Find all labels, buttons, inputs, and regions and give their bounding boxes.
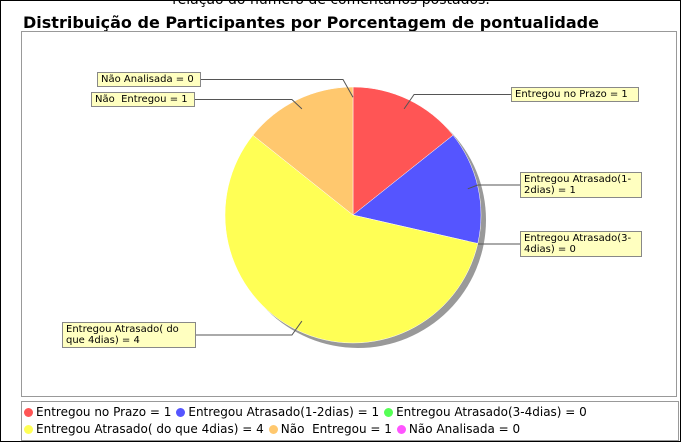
legend-item: Entregou no Prazo = 1	[24, 404, 171, 421]
slice-label: Entregou Atrasado(1-2dias) = 1	[520, 172, 642, 198]
label-link	[201, 79, 354, 98]
legend-label: Não Analisada = 0	[408, 422, 521, 436]
legend-label: Não Entregou = 1	[280, 422, 392, 436]
legend-swatch	[384, 408, 394, 417]
legend-swatch	[396, 425, 406, 434]
legend-item: Não Entregou = 1	[268, 421, 392, 438]
legend: Entregou no Prazo = 1 Entregou Atrasado(1…	[21, 401, 679, 441]
legend-item: Não Analisada = 0	[396, 421, 521, 438]
label-link	[195, 99, 303, 110]
legend-label: Entregou Atrasado(3-4dias) = 0	[396, 405, 587, 419]
legend-label: Entregou Atrasado(1-2dias) = 1	[188, 405, 380, 419]
legend-item: Entregou Atrasado( do que 4dias) = 4	[24, 421, 264, 438]
legend-swatch	[268, 425, 278, 434]
legend-swatch	[176, 408, 186, 417]
label-link	[467, 184, 520, 190]
label-link	[196, 320, 303, 336]
legend-label: Entregou Atrasado( do que 4dias) = 4	[36, 422, 264, 436]
pie-layer	[195, 79, 520, 348]
slice-label: Entregou Atrasado(3-4dias) = 0	[520, 231, 642, 257]
pie-slice	[252, 86, 354, 216]
caption: relação do número de comentários postado…	[172, 0, 490, 8]
legend-swatch	[24, 425, 33, 434]
slice-label: Entregou no Prazo = 1	[511, 87, 639, 102]
pie-slice	[352, 134, 482, 244]
legend-swatch	[24, 408, 33, 417]
legend-item: Entregou Atrasado(3-4dias) = 0	[384, 404, 587, 421]
legend-item: Entregou Atrasado(1-2dias) = 1	[176, 404, 379, 421]
pie-slice	[224, 134, 479, 344]
legend-label: Entregou no Prazo = 1	[36, 405, 172, 419]
chart-title: Distribuição de Participantes por Porcen…	[23, 13, 599, 32]
plot-area	[21, 31, 677, 397]
slice-label: Não Analisada = 0	[97, 72, 201, 87]
label-link	[403, 94, 511, 110]
slice-label: Não Entregou = 1	[91, 92, 195, 107]
pie-slice	[352, 86, 454, 216]
slice-label: Entregou Atrasado( do que 4dias) = 4	[62, 322, 196, 348]
